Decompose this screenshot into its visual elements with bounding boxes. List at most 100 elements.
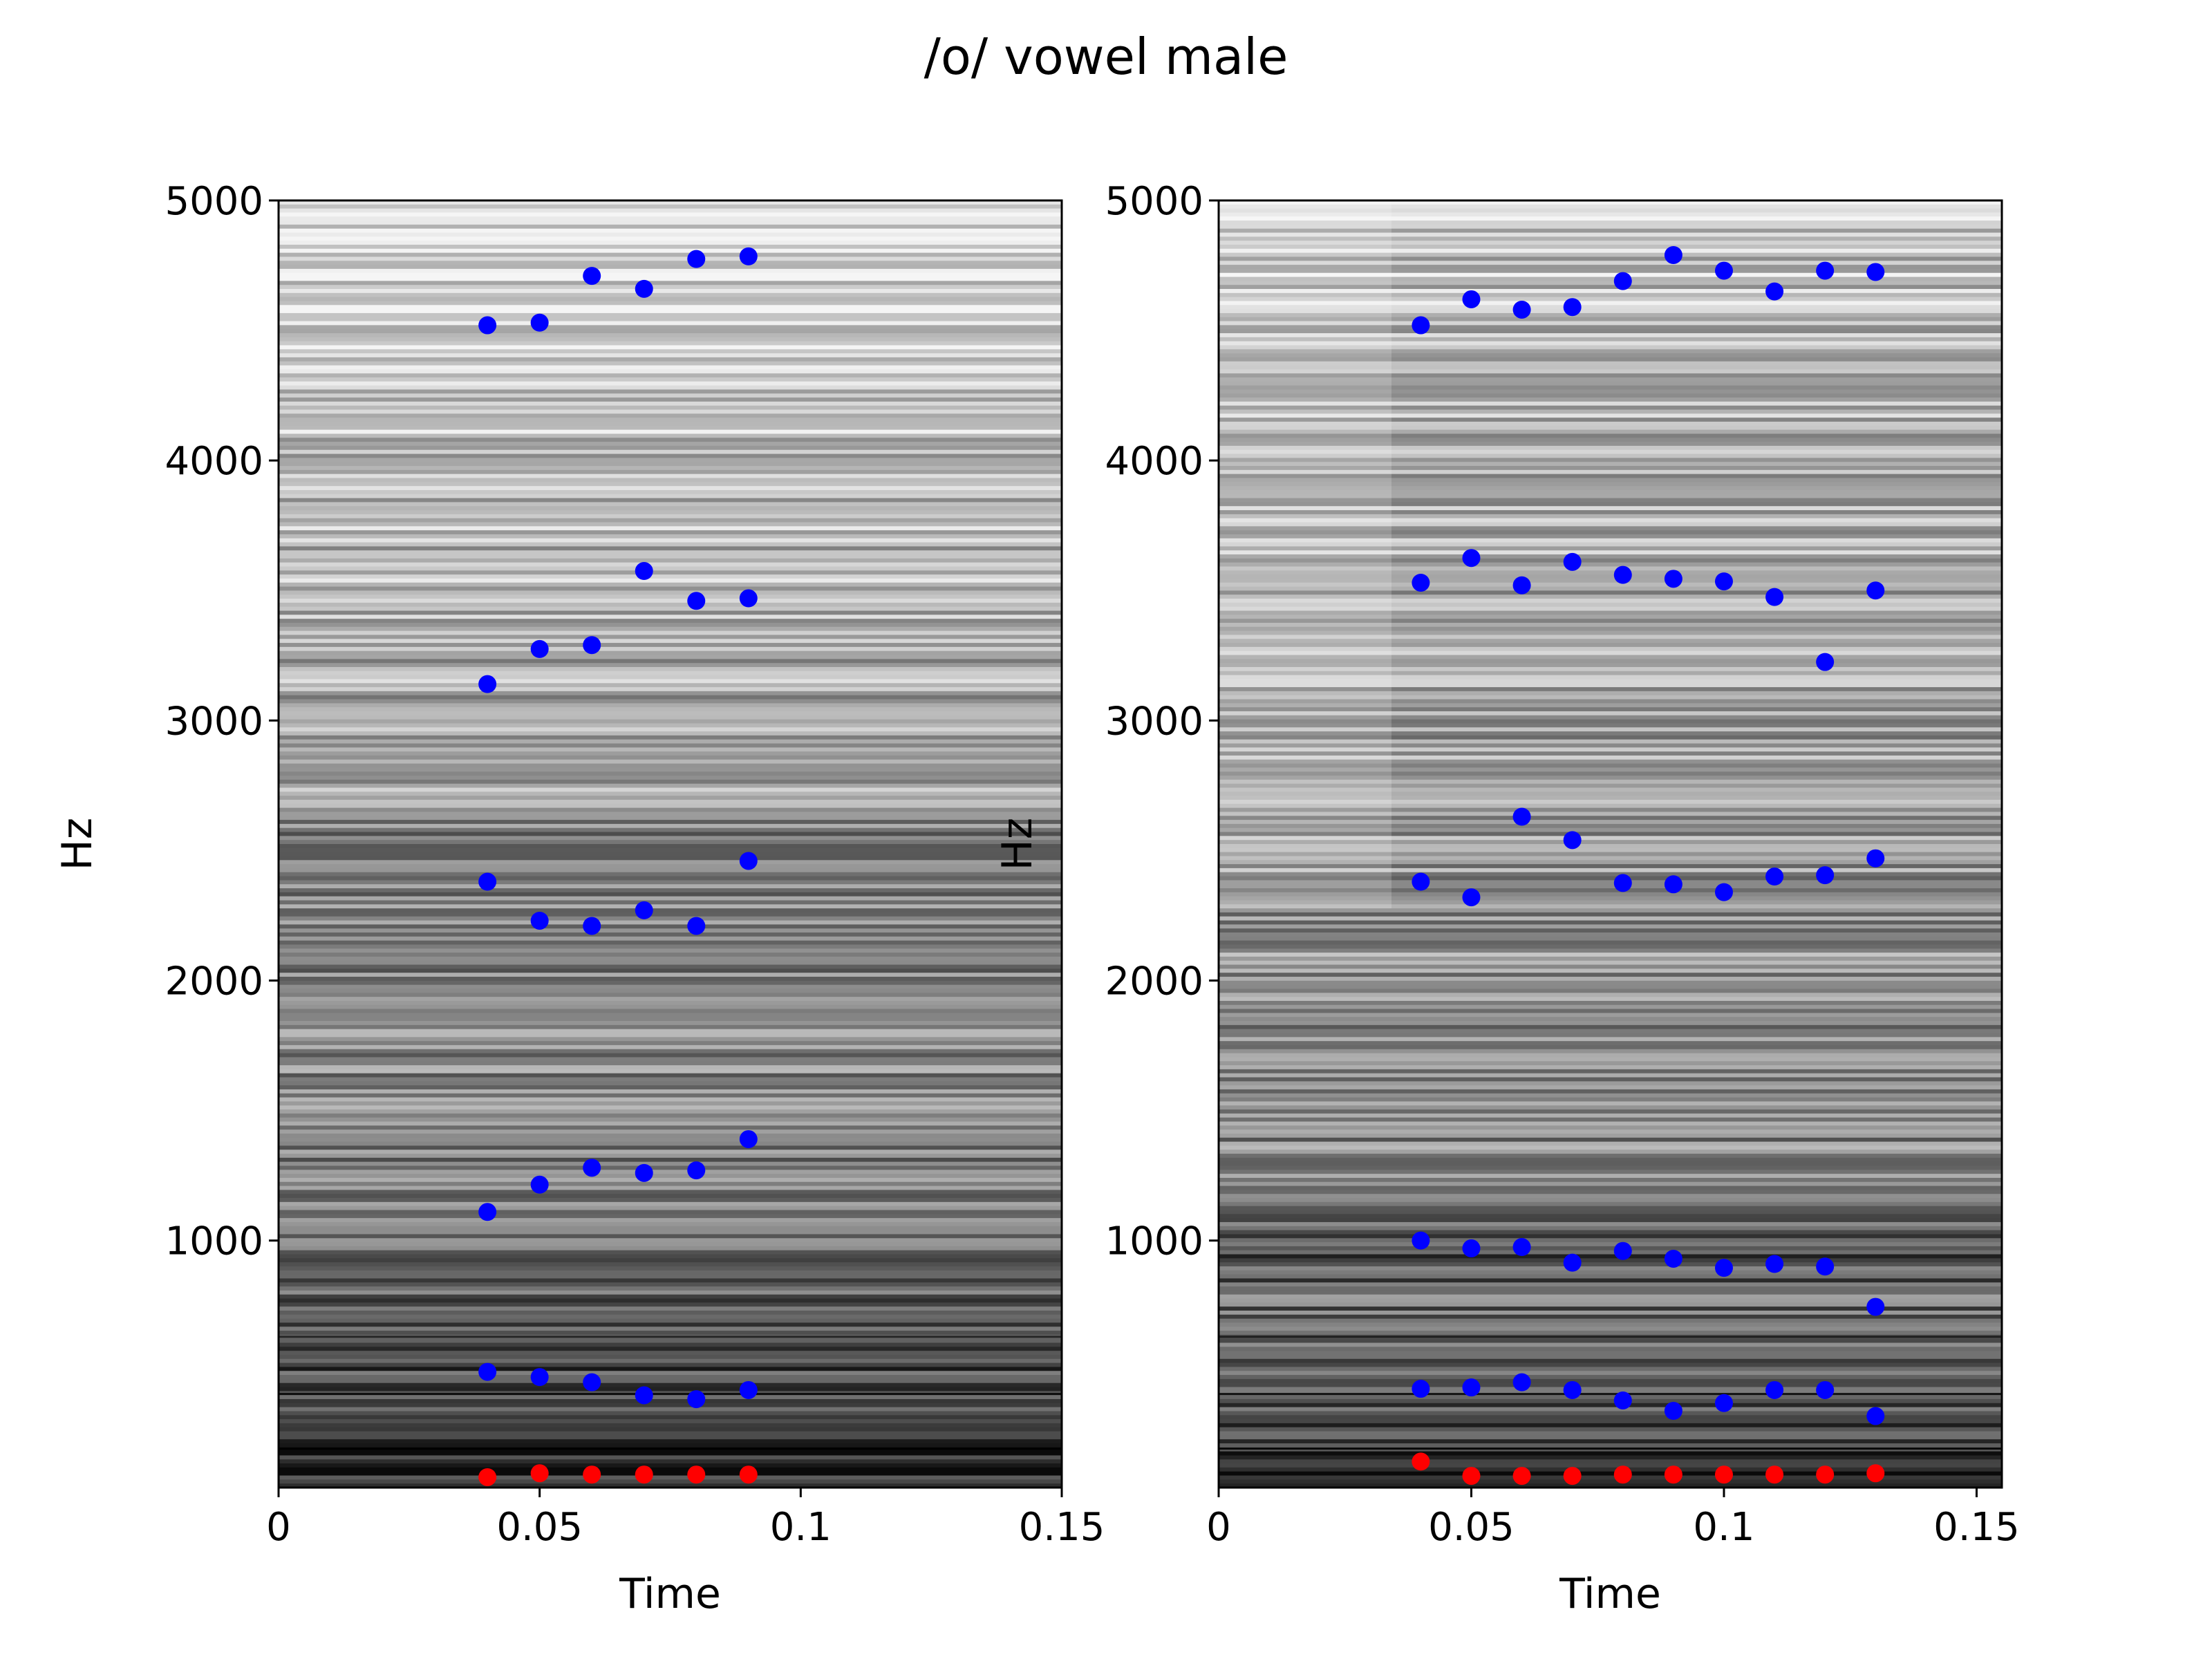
data-point <box>1714 261 1733 280</box>
data-point <box>635 1465 653 1484</box>
data-point <box>1462 888 1481 907</box>
data-point <box>1866 1407 1885 1425</box>
data-point <box>687 917 706 935</box>
data-point <box>530 1175 549 1194</box>
y-tick-label: 4000 <box>165 439 263 484</box>
y-tick-label: 2000 <box>165 959 263 1004</box>
data-point <box>635 1386 653 1405</box>
data-point <box>1714 1259 1733 1277</box>
data-point <box>635 279 653 298</box>
data-point <box>1512 807 1531 826</box>
data-point <box>530 1464 549 1483</box>
data-point <box>1563 298 1582 317</box>
data-point <box>1512 1373 1531 1391</box>
data-point <box>1866 1297 1885 1316</box>
data-point <box>739 1130 758 1148</box>
data-point <box>635 1163 653 1182</box>
data-point <box>739 247 758 265</box>
data-point <box>478 316 497 335</box>
data-point <box>478 1203 497 1221</box>
data-point <box>1765 1465 1784 1484</box>
x-tick-label: 0 <box>1206 1505 1231 1550</box>
data-point <box>1866 849 1885 868</box>
f0-series <box>478 1464 758 1486</box>
y-axis-label: Hz <box>993 818 1042 871</box>
data-point <box>1714 572 1733 591</box>
data-point <box>1412 573 1430 592</box>
data-point <box>478 675 497 693</box>
data-point <box>1412 1452 1430 1471</box>
data-point <box>1664 245 1683 264</box>
axes-frame <box>277 199 1063 1489</box>
x-axis-label: Time <box>619 1570 721 1618</box>
data-point <box>1765 1255 1784 1273</box>
right-spectrogram-panel: 1000 2000 3000 4000 5000 0 0.05 0.1 0.15 Time Hz <box>993 179 2020 1618</box>
x-tick-label: 0.05 <box>496 1505 583 1550</box>
data-point <box>1412 316 1430 335</box>
y-axis-label: Hz <box>53 818 102 871</box>
data-point <box>1563 831 1582 850</box>
axes-frame <box>1217 199 2003 1489</box>
data-point <box>739 589 758 608</box>
data-point <box>1664 1402 1683 1421</box>
data-point <box>739 852 758 870</box>
formant-series-2 <box>1412 549 1885 671</box>
data-point <box>1714 1465 1733 1484</box>
formant-series-5 <box>478 1362 758 1409</box>
x-tick-label: 0.05 <box>1428 1505 1515 1550</box>
data-point <box>478 872 497 891</box>
f0-series <box>1412 1452 1885 1485</box>
data-point <box>1412 872 1430 891</box>
formant-series-3 <box>1412 807 1885 907</box>
spectrogram-image <box>279 200 1062 1488</box>
data-point <box>687 1390 706 1409</box>
data-point <box>1613 565 1632 584</box>
data-point <box>583 1159 601 1177</box>
data-point <box>1765 1380 1784 1399</box>
data-point <box>1462 290 1481 308</box>
data-point <box>739 1465 758 1484</box>
data-point <box>1866 1464 1885 1483</box>
data-point <box>1714 1394 1733 1412</box>
formant-series-2 <box>478 562 758 693</box>
data-point <box>478 1362 497 1381</box>
data-point <box>1664 1249 1683 1268</box>
data-point <box>1613 1465 1632 1484</box>
formant-series-1 <box>1412 245 1885 335</box>
y-tick-label: 4000 <box>1105 439 1203 484</box>
data-point <box>1664 1465 1683 1484</box>
data-point <box>1714 883 1733 901</box>
data-point <box>1462 549 1481 568</box>
data-point <box>635 901 653 919</box>
data-point <box>1765 868 1784 886</box>
data-point <box>1816 261 1835 280</box>
data-point <box>1512 300 1531 319</box>
x-axis-label: Time <box>1559 1570 1661 1618</box>
x-tick-label: 0.1 <box>770 1505 832 1550</box>
data-point <box>1816 1465 1835 1484</box>
data-point <box>1816 653 1835 671</box>
formant-series-4 <box>1412 1231 1885 1316</box>
formant-series-5 <box>1412 1373 1885 1425</box>
data-point <box>1563 552 1582 571</box>
y-tick-label: 3000 <box>165 699 263 744</box>
x-tick-label: 0 <box>266 1505 291 1550</box>
data-point <box>1816 1380 1835 1399</box>
data-point <box>1613 874 1632 892</box>
data-point <box>583 1373 601 1391</box>
data-point <box>530 639 549 658</box>
data-point <box>583 917 601 935</box>
data-point <box>1664 875 1683 894</box>
data-point <box>1866 581 1885 600</box>
data-point <box>1412 1380 1430 1398</box>
data-point <box>530 1368 549 1387</box>
data-point <box>478 1468 497 1486</box>
data-point <box>635 562 653 581</box>
data-point <box>1613 1241 1632 1260</box>
spectrogram-image <box>1219 200 2002 1488</box>
data-point <box>583 1465 601 1484</box>
data-point <box>1462 1378 1481 1397</box>
data-point <box>1563 1380 1582 1399</box>
data-point <box>687 592 706 610</box>
